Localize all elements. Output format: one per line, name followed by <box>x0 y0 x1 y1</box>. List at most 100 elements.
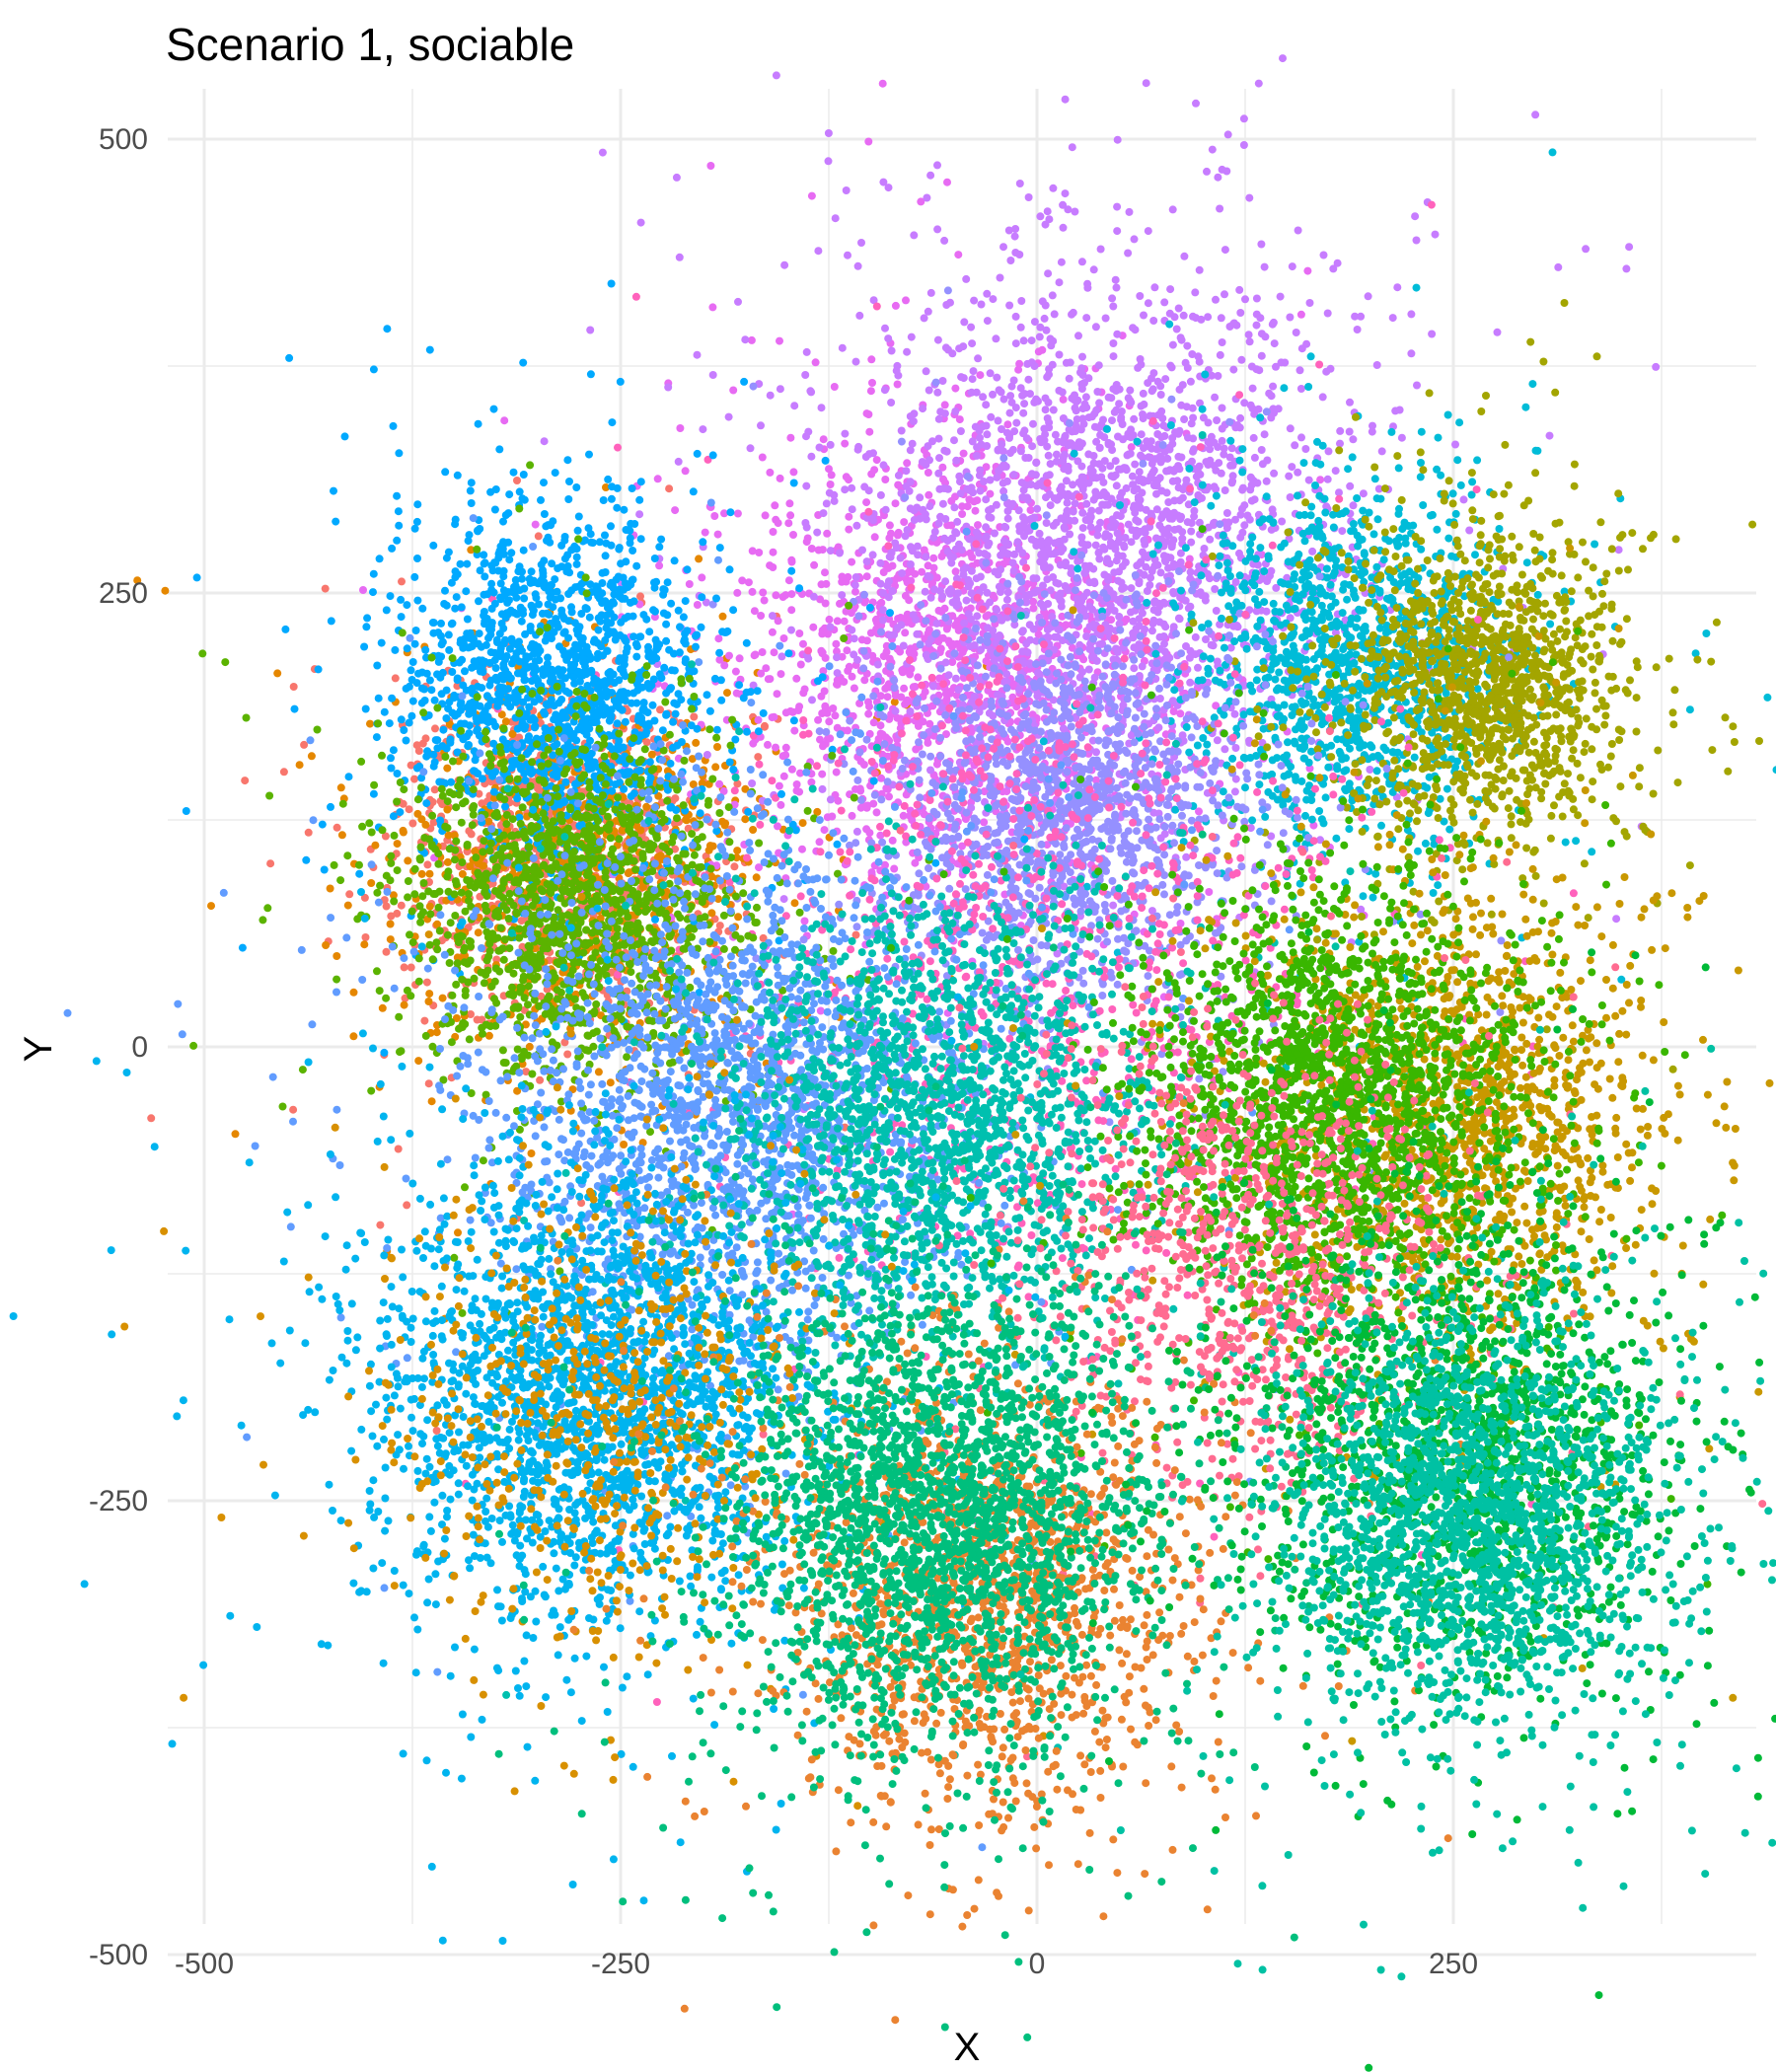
data-point <box>1044 414 1052 422</box>
data-point <box>1164 564 1172 572</box>
data-point <box>1044 626 1052 633</box>
data-point <box>1203 168 1211 176</box>
data-point <box>1077 534 1085 542</box>
data-point <box>443 806 451 814</box>
data-point <box>926 172 934 180</box>
data-point <box>1036 530 1044 538</box>
data-point <box>1139 610 1147 618</box>
data-point <box>865 703 873 710</box>
data-point <box>1236 309 1244 317</box>
data-point <box>941 401 949 408</box>
data-point <box>823 499 831 507</box>
data-point <box>785 499 793 507</box>
data-point <box>828 813 836 821</box>
data-point <box>1084 541 1092 549</box>
data-point <box>870 718 878 726</box>
data-point <box>777 652 785 660</box>
data-point <box>890 630 898 638</box>
data-point <box>1006 409 1014 417</box>
data-point <box>983 430 991 438</box>
data-point <box>1064 586 1072 594</box>
data-point <box>404 856 411 864</box>
data-point <box>1014 538 1022 546</box>
data-point <box>846 663 853 671</box>
data-point <box>886 521 894 529</box>
data-point <box>951 622 959 629</box>
data-point <box>799 689 807 697</box>
data-point <box>965 610 973 618</box>
data-point <box>991 530 999 538</box>
data-point <box>821 826 829 834</box>
data-point <box>844 252 851 259</box>
data-point <box>923 367 930 375</box>
data-point <box>787 627 795 634</box>
data-point <box>869 800 877 808</box>
data-point <box>1025 193 1033 201</box>
data-point <box>984 542 992 550</box>
data-point <box>1615 546 1623 554</box>
data-point <box>755 716 763 724</box>
data-point <box>1041 315 1049 323</box>
data-point <box>974 521 982 529</box>
data-point <box>907 560 915 568</box>
data-point <box>825 717 833 725</box>
data-point <box>900 518 908 526</box>
data-point <box>841 430 849 438</box>
data-point <box>799 819 807 827</box>
data-point <box>1136 468 1144 476</box>
data-point <box>929 555 937 562</box>
data-point <box>1258 446 1266 454</box>
data-point <box>729 387 737 395</box>
data-point <box>785 576 793 584</box>
data-point <box>273 669 281 677</box>
data-point <box>960 318 968 326</box>
data-point <box>922 554 929 561</box>
data-point <box>1020 400 1028 407</box>
data-point <box>919 405 926 412</box>
data-point <box>1154 561 1162 569</box>
data-point <box>1360 489 1368 497</box>
data-point <box>816 838 824 846</box>
data-point <box>792 675 800 683</box>
data-point <box>1166 466 1174 474</box>
data-point <box>1147 574 1154 582</box>
data-point <box>1042 395 1050 403</box>
data-point <box>1092 323 1100 331</box>
data-point <box>972 423 980 431</box>
data-point <box>1143 79 1150 87</box>
data-point <box>781 591 789 599</box>
data-point <box>359 586 367 594</box>
data-point <box>1112 276 1120 284</box>
data-point <box>1186 679 1194 687</box>
data-point <box>933 574 941 582</box>
data-point <box>1223 509 1231 517</box>
data-point <box>466 862 474 870</box>
data-point <box>1064 205 1072 213</box>
data-point <box>1023 360 1031 368</box>
data-point <box>366 720 374 728</box>
data-point <box>822 600 830 608</box>
data-point <box>853 656 861 664</box>
data-point <box>803 524 811 532</box>
data-point <box>1189 434 1197 442</box>
data-point <box>1041 436 1049 444</box>
data-point <box>851 581 859 589</box>
data-point <box>1078 353 1086 361</box>
data-point <box>993 606 1000 614</box>
data-point <box>1015 360 1023 368</box>
data-point <box>816 444 824 452</box>
data-point <box>973 612 981 620</box>
data-point <box>801 918 809 925</box>
data-point <box>964 502 972 510</box>
data-point <box>880 461 888 469</box>
data-point <box>1017 297 1025 305</box>
data-point <box>1156 695 1164 703</box>
data-point <box>898 666 906 674</box>
data-point <box>682 467 690 475</box>
data-point <box>1153 505 1161 513</box>
data-point <box>1120 542 1128 550</box>
data-point <box>950 436 958 444</box>
data-point <box>1231 710 1239 718</box>
data-point <box>794 706 802 714</box>
data-point <box>1236 423 1244 431</box>
